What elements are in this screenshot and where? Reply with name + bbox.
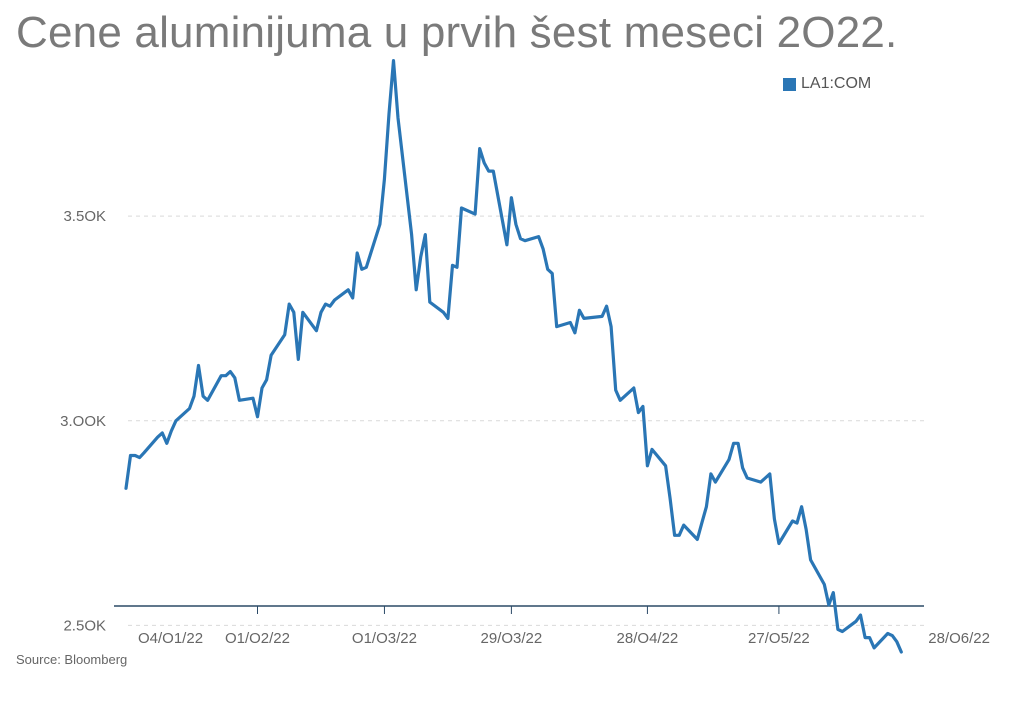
x-tick-label: 28/O4/22 [617, 630, 679, 647]
chart-title: Cene aluminijuma u prvih šest meseci 2O2… [16, 8, 898, 57]
legend-label: LA1:COM [801, 75, 872, 92]
legend: LA1:COM [783, 75, 871, 93]
series-line [124, 59, 903, 654]
series-layer [124, 59, 903, 654]
legend-swatch [783, 77, 796, 91]
y-tick-label: 3.OOK [60, 413, 106, 430]
x-axis-ticks: O4/O1/22 O1/O2/22 O1/O3/22 29/O3/22 28/O4/22… [138, 606, 990, 647]
x-tick-label: O4/O1/22 [138, 630, 203, 647]
y-axis-ticks: 2.5OK 3.OOK 3.5OK [60, 208, 106, 634]
y-tick-label: 3.5OK [63, 208, 106, 225]
gridlines [128, 215, 928, 626]
y-tick-label: 2.5OK [63, 617, 106, 634]
x-tick-label: O1/O3/22 [352, 630, 417, 647]
x-tick-label: 29/O3/22 [481, 630, 543, 647]
x-tick-label: O1/O2/22 [225, 630, 290, 647]
x-tick-label: 28/O6/22 [928, 630, 990, 647]
source-note: Source: Bloomberg [16, 652, 128, 667]
x-tick-label: 27/O5/22 [748, 630, 810, 647]
